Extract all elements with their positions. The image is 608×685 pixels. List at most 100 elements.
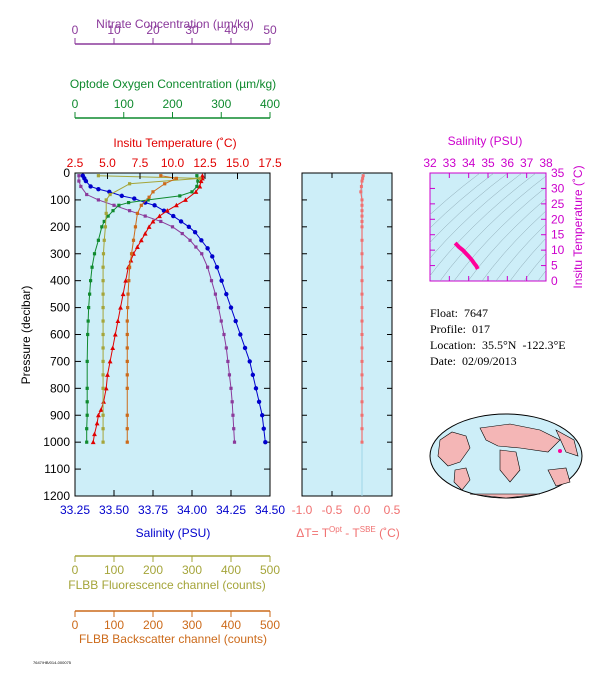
fluorescence-axis-label: FLBB Fluorescence channel (counts) (68, 578, 265, 592)
salinity-axis-label: Salinity (PSU) (136, 526, 211, 540)
ts-salinity-tick-label: 33 (443, 156, 457, 170)
density-contour (453, 186, 546, 281)
temperature-point (110, 345, 116, 350)
salinity-point (83, 178, 89, 184)
density-contour (481, 210, 546, 281)
temperature-tick-label: 5.0 (99, 156, 116, 170)
delta-tick-label: 0.5 (384, 503, 401, 517)
float-info: Float: 7647 (430, 306, 489, 320)
nitrate-tick-label: 30 (185, 23, 199, 37)
pressure-tick-label: 500 (50, 301, 70, 315)
backscatter-axis-label: FLBB Backscatter channel (counts) (79, 632, 267, 646)
salinity-point (242, 345, 248, 351)
oxygen-point (88, 292, 92, 296)
backscatter-point (126, 305, 130, 310)
salinity-point (250, 372, 256, 378)
fluorescence-point (101, 305, 105, 310)
temperature-point (105, 372, 110, 377)
salinity-point (224, 291, 229, 297)
nitrate-point (188, 238, 192, 242)
temperature-point (112, 332, 118, 337)
salinity-point (119, 193, 125, 199)
oxygen-point (92, 252, 97, 256)
oxygen-point (85, 440, 89, 444)
temperature-point (142, 231, 148, 236)
nitrate-point (79, 184, 83, 189)
delta-t-plot-area (301, 172, 393, 497)
oxygen-point (190, 190, 194, 194)
temperature-point (94, 420, 100, 426)
temperature-point (193, 189, 199, 194)
salinity-point (152, 203, 157, 208)
temperature-point (183, 197, 188, 202)
fluorescence-profile-line (98, 175, 200, 443)
density-contour (439, 175, 546, 281)
salinity-point (263, 439, 268, 445)
oxygen-point (195, 174, 199, 178)
ts-temp-tick-label: 35 (551, 166, 565, 180)
ts-salinity-tick-label: 36 (501, 156, 515, 170)
salinity-tick-label: 34.25 (216, 503, 246, 517)
oxygen-tick-label: 0 (72, 97, 79, 111)
nitrate-tick-label: 40 (224, 23, 238, 37)
backscatter-point (125, 386, 129, 390)
delta-tick-label: -1.0 (292, 503, 313, 517)
salinity-point (186, 224, 192, 230)
top-axes: 0 10 20 30 40 50 0 100 200 300 400 2.5 5.0 7.5 10.0 12.… (67, 23, 282, 179)
fluorescence-point (102, 238, 106, 242)
nitrate-point (231, 413, 235, 417)
oxygen-tick-label: 100 (114, 97, 134, 111)
delta-t-point (360, 413, 364, 417)
fluorescence-point (101, 319, 105, 323)
density-contour (430, 173, 523, 259)
nitrate-point (213, 292, 217, 296)
backscatter-point (135, 211, 139, 215)
delta-t-point (360, 279, 364, 283)
oxygen-axis-label: Optode Oxygen Concentration (µm/kg) (70, 77, 276, 91)
fluorescence-point (128, 182, 132, 186)
ts-temperature-axis-label: Insitu Temperature (˚C) (571, 165, 585, 288)
oxygen-point (85, 427, 89, 431)
fluorescence-tick-label: 400 (221, 563, 241, 577)
pressure-tick-label: 1100 (44, 462, 70, 476)
backscatter-point (133, 225, 138, 229)
oxygen-tick-label: 400 (260, 97, 280, 111)
salinity-point (238, 332, 243, 337)
salinity-point (171, 213, 176, 219)
fluorescence-tick-label: 100 (104, 563, 124, 577)
fluorescence-point (101, 386, 105, 390)
pressure-axis-label: Pressure (decibar) (19, 286, 33, 385)
oxygen-point (111, 209, 115, 213)
delta-tick-label: 0.0 (354, 503, 371, 517)
nitrate-tick-label: 20 (146, 23, 160, 37)
ts-temp-tick-label: 25 (551, 197, 565, 211)
fluorescence-point (101, 279, 105, 283)
ts-salinity-tick-label: 34 (462, 156, 476, 170)
backscatter-point (131, 238, 136, 242)
salinity-point (247, 359, 252, 364)
fluorescence-point (103, 225, 108, 229)
delta-t-point (360, 319, 364, 323)
oxygen-point (86, 319, 90, 323)
backscatter-point (128, 265, 132, 269)
oxygen-point (117, 203, 121, 207)
salinity-point (233, 318, 238, 324)
temperature-tick-label: 15.0 (226, 156, 250, 170)
backscatter-point (127, 279, 131, 283)
delta-t-point (360, 400, 364, 404)
nitrate-axis-label: Nitrate Concentration (µm/kg) (96, 17, 254, 31)
nitrate-point (96, 198, 100, 202)
nitrate-point (232, 427, 236, 431)
oxygen-point (85, 359, 89, 364)
delta-t-point (360, 225, 364, 229)
delta-t-series (359, 174, 365, 444)
ts-salinity-tick-label: 32 (423, 156, 437, 170)
delta-t-point (360, 214, 364, 218)
fluorescence-point (96, 174, 100, 178)
backscatter-point (125, 413, 129, 417)
temperature-tick-label: 12.5 (193, 156, 217, 170)
nitrate-tick-label: 0 (72, 23, 79, 37)
oxygen-point (89, 279, 93, 283)
backscatter-point (159, 174, 163, 178)
